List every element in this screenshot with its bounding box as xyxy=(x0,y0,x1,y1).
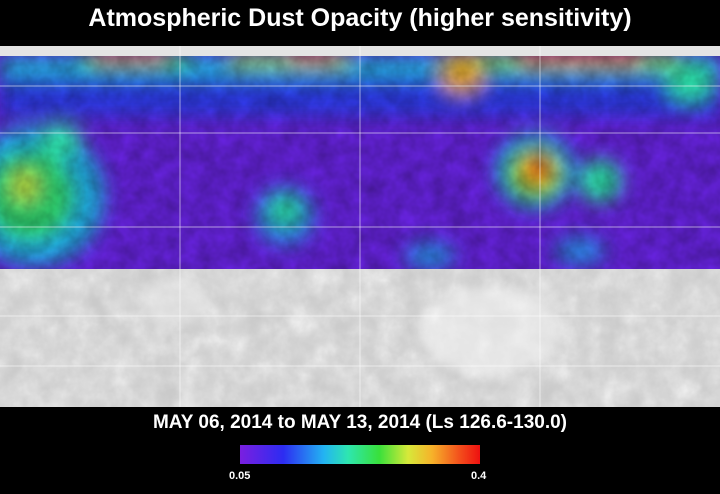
map-graphic xyxy=(0,46,720,407)
hellas-basin xyxy=(420,286,560,376)
colorbar-max-label: 0.4 xyxy=(471,470,487,482)
lat-lon-grid xyxy=(0,46,720,407)
date-range: MAY 06, 2014 to MAY 13, 2014 (Ls 126.6-1… xyxy=(152,412,568,433)
map-title: Atmospheric Dust Opacity (higher sensiti… xyxy=(88,4,632,32)
colorbar xyxy=(240,445,480,464)
mars-dust-map xyxy=(0,46,720,407)
colorbar-min-label: 0.05 xyxy=(229,470,251,482)
argyre-basin xyxy=(140,276,210,326)
